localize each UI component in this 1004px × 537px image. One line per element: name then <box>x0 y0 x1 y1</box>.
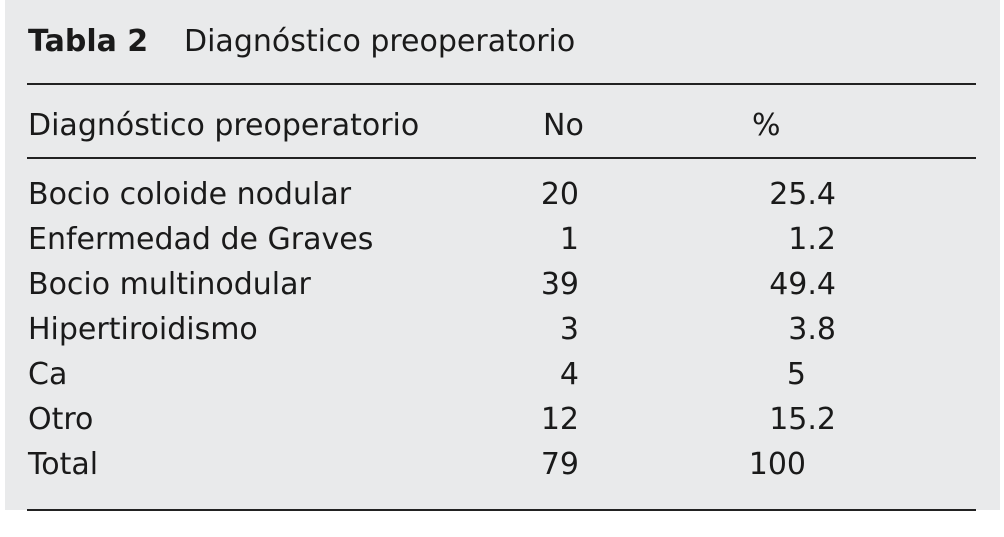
percent-cell: 5 <box>786 357 806 392</box>
table-title: Diagnóstico preoperatorio <box>184 24 576 59</box>
count-cell: 1 <box>559 222 579 257</box>
column-header: Diagnóstico preoperatorio <box>28 108 420 143</box>
percent-cell: 49.4 <box>769 267 836 302</box>
row-label: Otro <box>28 402 94 437</box>
count-cell: 12 <box>540 402 579 437</box>
percent-cell: 1.2 <box>788 222 836 257</box>
count-cell: 20 <box>540 177 579 212</box>
percent-cell: 15.2 <box>769 402 836 437</box>
column-header: No <box>543 108 584 143</box>
count-cell: 79 <box>540 447 579 482</box>
table-panel <box>5 0 1000 510</box>
table-label: Tabla 2 <box>28 24 149 59</box>
count-cell: 3 <box>559 312 579 347</box>
row-label: Hipertiroidismo <box>28 312 258 347</box>
count-cell: 39 <box>540 267 579 302</box>
column-header: % <box>752 108 781 143</box>
row-label: Enfermedad de Graves <box>28 222 374 257</box>
top-rule <box>27 83 976 85</box>
percent-cell: 25.4 <box>769 177 836 212</box>
count-cell: 4 <box>559 357 579 392</box>
row-label: Ca <box>28 357 68 392</box>
row-label: Bocio coloide nodular <box>28 177 352 212</box>
percent-cell: 3.8 <box>788 312 836 347</box>
row-label: Bocio multinodular <box>28 267 311 302</box>
bottom-rule <box>27 509 976 511</box>
row-label: Total <box>28 447 99 482</box>
percent-cell: 100 <box>748 447 806 482</box>
header-rule <box>27 157 976 159</box>
